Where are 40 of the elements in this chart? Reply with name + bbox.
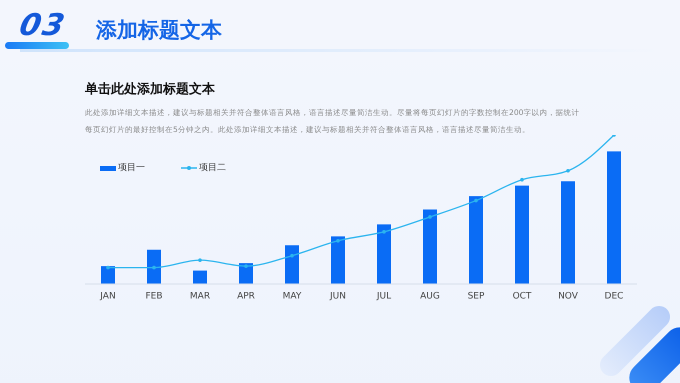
- x-tick-label: JUN: [329, 291, 346, 302]
- point: [152, 266, 156, 270]
- x-tick-label: OCT: [512, 291, 532, 302]
- x-tick-label: DEC: [604, 291, 624, 302]
- x-tick-label: AUG: [420, 291, 440, 302]
- x-tick-label: JAN: [99, 291, 116, 302]
- point: [336, 238, 340, 243]
- bar: [331, 236, 345, 284]
- point: [382, 230, 386, 234]
- point: [520, 178, 524, 182]
- chart-subtitle: 单击此处添加标题文本: [85, 80, 215, 98]
- x-tick-label: FEB: [145, 291, 163, 302]
- point: [474, 198, 478, 202]
- bar: [147, 250, 161, 284]
- x-tick-label: SEP: [468, 291, 485, 302]
- point: [428, 215, 432, 219]
- bar: [285, 245, 299, 284]
- bar: [561, 181, 575, 284]
- point: [198, 258, 202, 262]
- text: 03: [16, 8, 70, 43]
- chart-title: 添加标题文本: [96, 17, 222, 44]
- point: [106, 266, 110, 270]
- x-tick-label: MAY: [282, 291, 302, 302]
- bar: [101, 266, 115, 284]
- x-tick-label: JUL: [376, 291, 392, 302]
- bar: [469, 196, 483, 284]
- bar: [193, 270, 207, 284]
- bar: [423, 210, 437, 284]
- bar: [515, 186, 529, 284]
- bar: [607, 151, 621, 284]
- x-tick-label: APR: [237, 291, 255, 302]
- legend-label: 项目一: [118, 162, 145, 174]
- x-tick-label: MAR: [190, 291, 210, 302]
- point: [566, 168, 570, 173]
- point: [244, 264, 248, 268]
- legend-label: 项目二: [199, 162, 226, 174]
- bar: [239, 263, 253, 284]
- x-tick-label: NOV: [558, 291, 579, 302]
- bar: [377, 224, 391, 284]
- point: [290, 254, 294, 258]
